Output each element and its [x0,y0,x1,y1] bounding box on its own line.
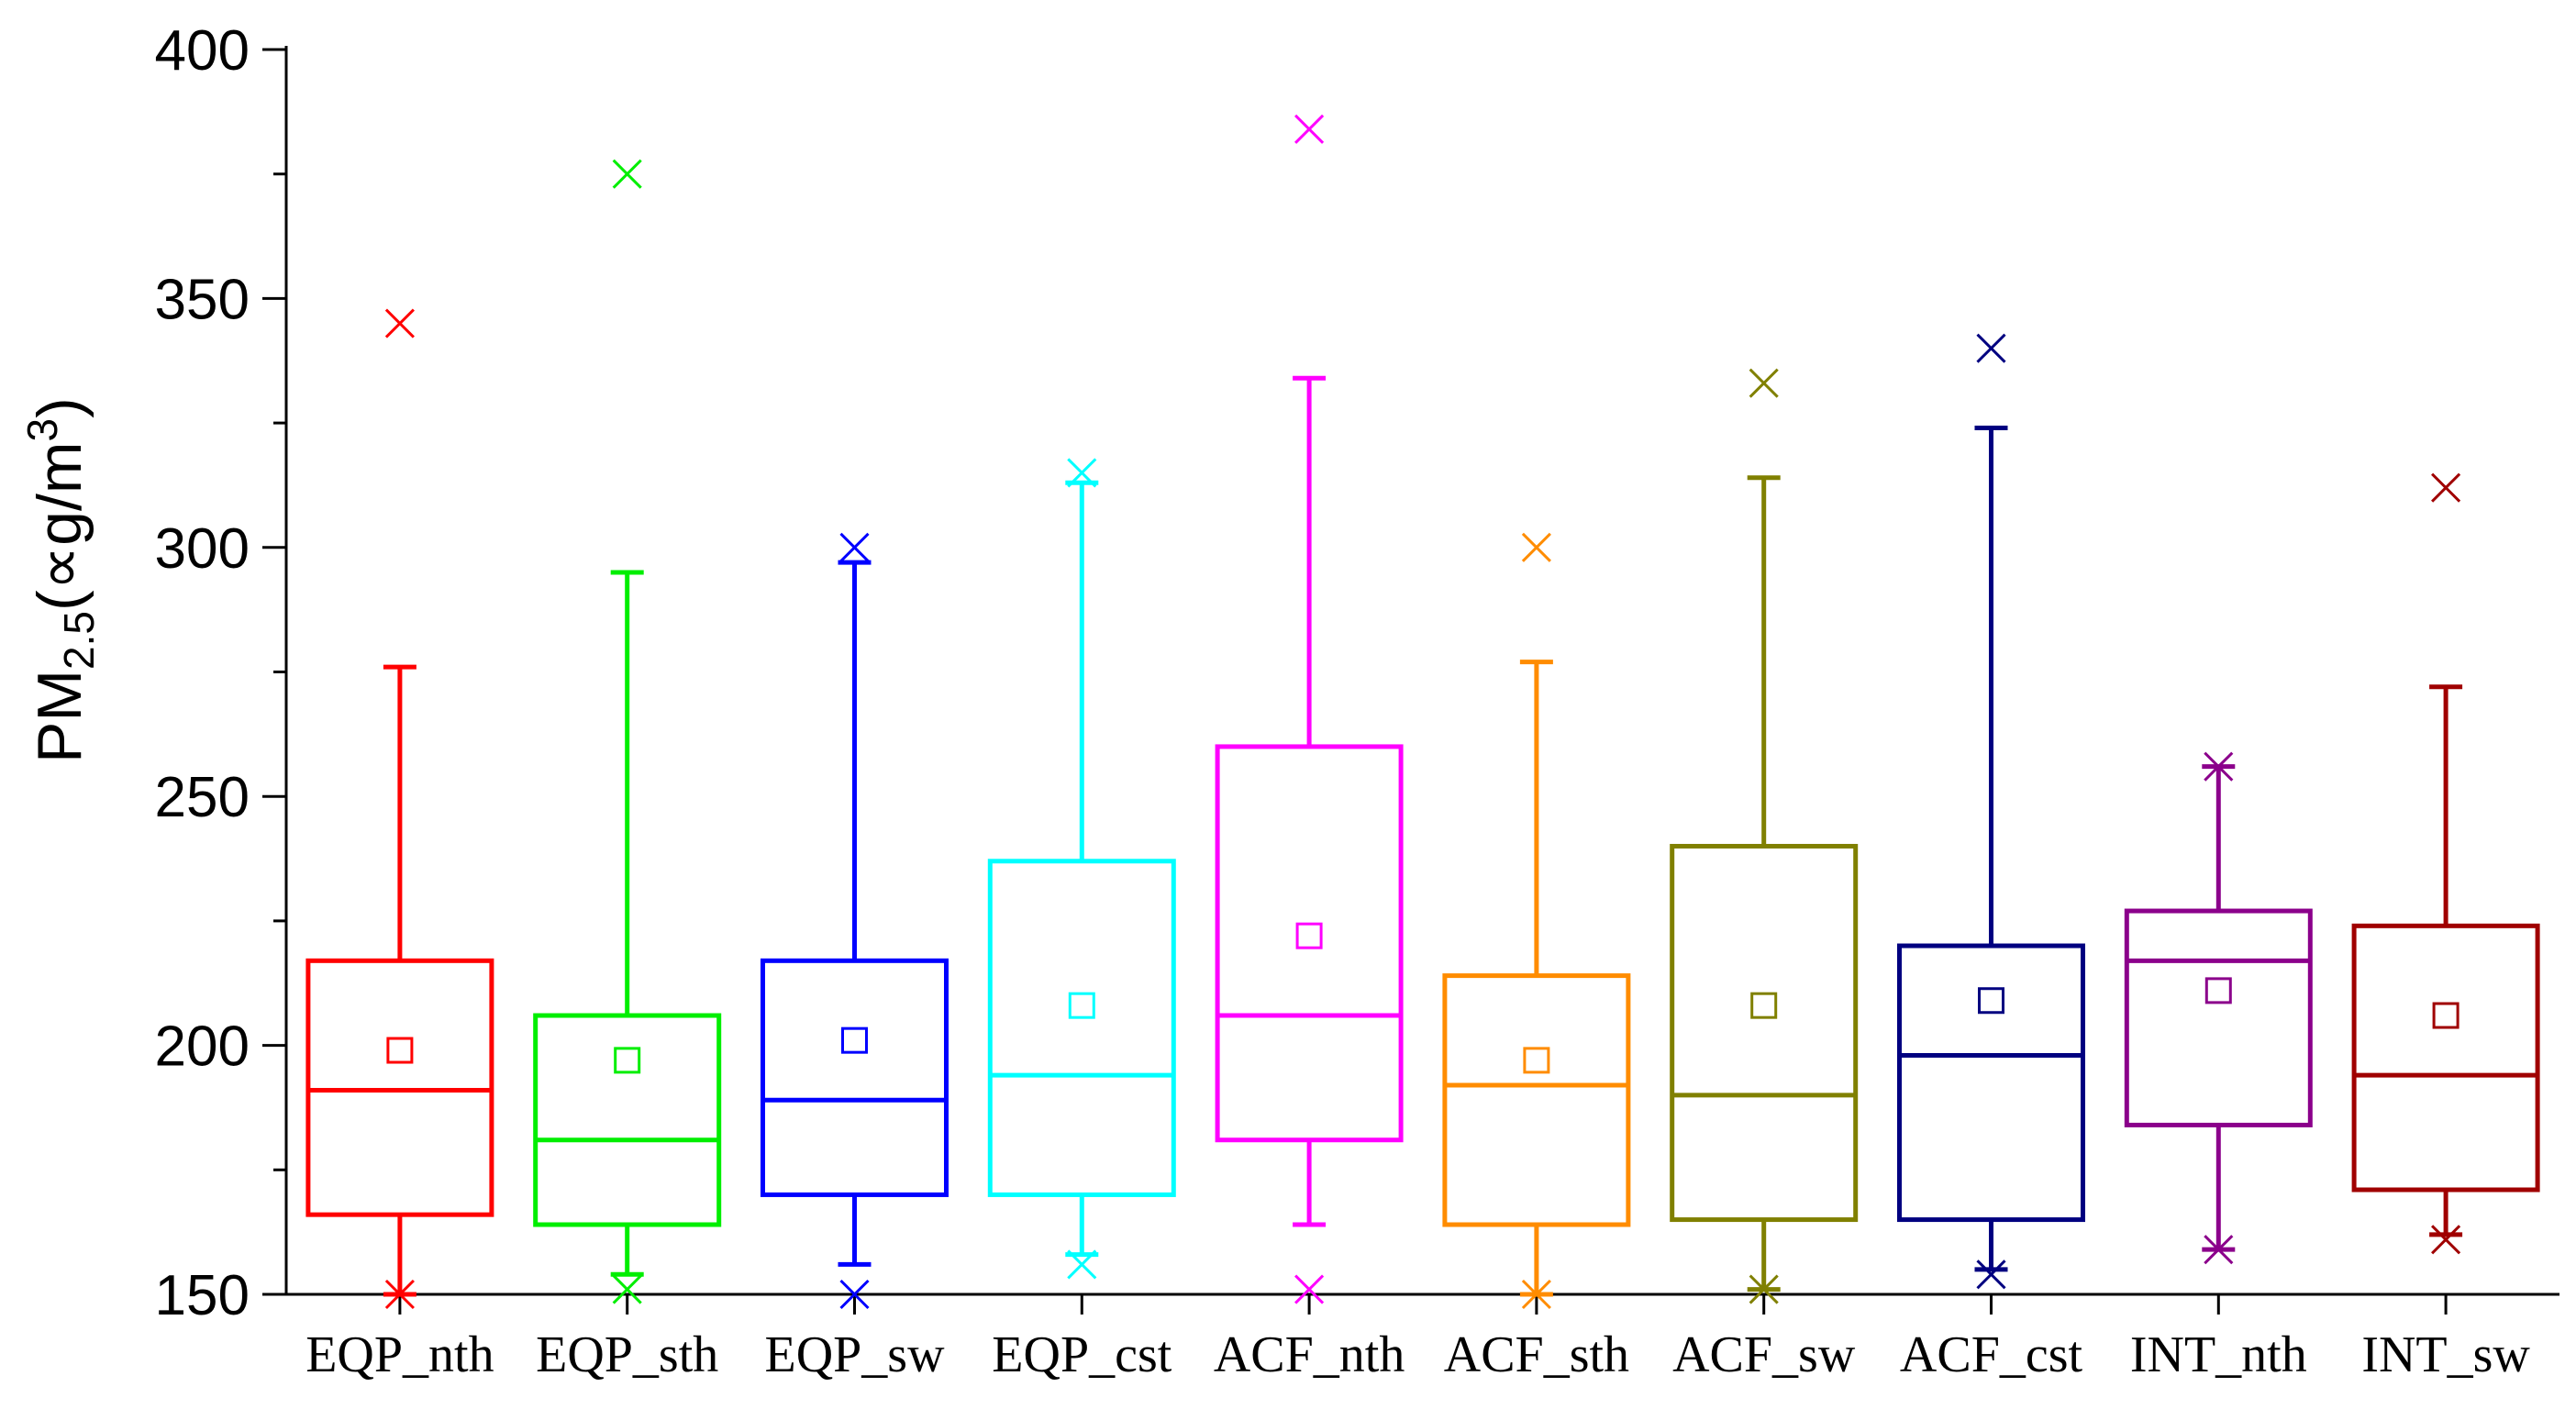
ylabel-unit-open: ( [25,590,94,611]
min-marker [1976,1259,2006,1290]
min-marker [1521,1279,1551,1310]
x-tick-label: ACF_sw [1672,1326,1856,1383]
y-tick-label: 150 [155,1264,250,1327]
min-marker [2431,1225,2461,1255]
box-int-sw [2351,472,2540,1255]
y-axis: 150 200 250 300 350 400 [155,19,288,1327]
max-marker [2431,472,2461,503]
box-iqr [1442,973,1631,1227]
box-acf-cst [1897,333,2085,1290]
box-eqp-sth [533,159,722,1304]
x-tick-label: EQP_nth [305,1326,494,1383]
max-marker [1976,333,2006,363]
ylabel-unit-superscript: 3 [18,418,66,442]
max-marker [384,308,415,338]
svg-text:PM2.5(∝g/m3): PM2.5(∝g/m3) [18,397,103,763]
mean-marker [841,1026,868,1054]
mean-marker [1523,1047,1550,1074]
mean-marker [1295,922,1323,949]
max-marker [1521,532,1551,562]
mean-marker [2204,977,2232,1004]
max-marker [1067,458,1097,488]
mean-marker [2432,1002,2459,1029]
box-acf-nth [1215,114,1404,1304]
box-iqr [533,1013,722,1227]
box-acf-sw [1670,368,1859,1304]
box-eqp-nth [305,308,494,1310]
ylabel-unit-text: g/m [25,441,94,545]
max-marker [2204,751,2234,782]
y-tick-label: 400 [155,19,250,83]
box-iqr [1215,744,1404,1143]
mean-marker [614,1047,641,1074]
ylabel-unit-close: ) [25,397,94,418]
box-iqr [2124,908,2313,1127]
box-iqr [1897,943,2085,1223]
max-marker [1749,368,1779,398]
box-int-nth [2124,751,2313,1265]
min-marker [1294,1274,1325,1304]
box-iqr [987,859,1176,1197]
min-marker [384,1279,415,1310]
min-marker [2204,1235,2234,1265]
box-iqr [1670,843,1859,1223]
box-iqr [761,958,949,1197]
mean-marker [1068,992,1095,1019]
x-tick-label: ACF_nth [1214,1326,1405,1383]
x-tick-label: INT_nth [2130,1326,2307,1383]
max-marker [1294,114,1325,144]
y-tick-label: 300 [155,517,250,581]
x-tick-label: EQP_sth [536,1326,718,1383]
y-tick-label: 350 [155,268,250,331]
ylabel-base: PM [25,670,94,763]
box-iqr [305,958,494,1217]
y-axis-label: PM2.5(∝g/m3) [18,397,103,763]
box-series [305,114,2540,1310]
box-iqr [2351,923,2540,1193]
min-marker [1067,1249,1097,1280]
box-acf-sth [1442,532,1631,1310]
x-tick-label: EQP_sw [764,1326,945,1383]
max-marker [612,159,642,189]
y-tick-label: 200 [155,1015,250,1079]
min-marker [1749,1274,1779,1304]
x-tick-label: ACF_sth [1444,1326,1629,1383]
ylabel-subscript: 2.5 [55,611,103,670]
min-marker [612,1274,642,1304]
x-axis: EQP_nth EQP_sth EQP_sw EQP_cst ACF_nth ACF_st… [286,1293,2559,1383]
max-marker [839,532,870,562]
mean-marker [386,1037,414,1064]
x-tick-label: INT_sw [2361,1326,2530,1383]
box-eqp-sw [761,532,949,1310]
ylabel-unit-symbol: ∝ [25,546,94,591]
box-eqp-cst [987,458,1176,1280]
mean-marker [1750,992,1778,1019]
x-tick-label: ACF_cst [1900,1326,2083,1383]
y-tick-label: 250 [155,766,250,829]
mean-marker [1978,987,2004,1015]
min-marker [839,1279,870,1310]
x-tick-label: EQP_cst [992,1326,1171,1383]
